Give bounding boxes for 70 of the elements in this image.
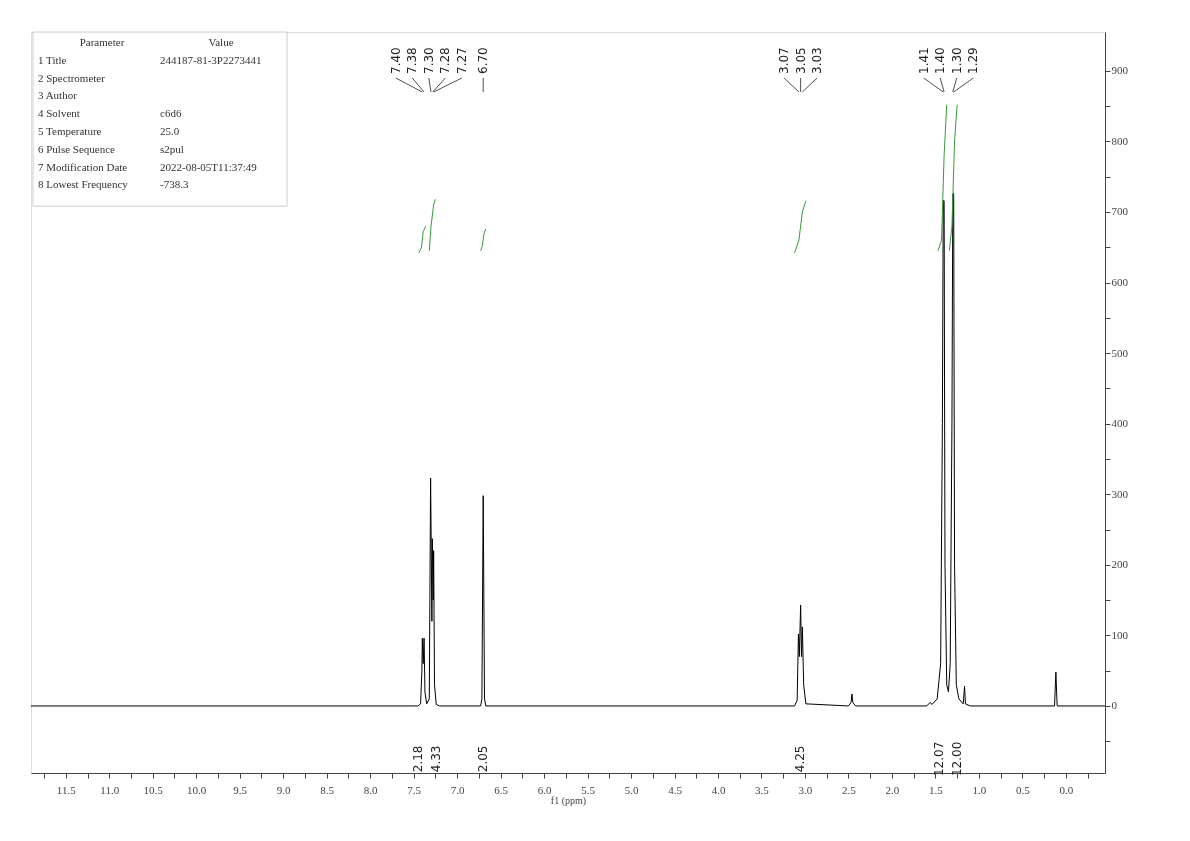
annotation: 7.30 bbox=[421, 47, 436, 74]
x-tick-label: 2.5 bbox=[842, 783, 857, 796]
x-tick-label: 6.0 bbox=[537, 783, 552, 796]
y-tick-label: 100 bbox=[1111, 628, 1129, 641]
y-tick-label: 500 bbox=[1111, 346, 1129, 359]
x-tick-label: 3.5 bbox=[755, 783, 770, 796]
x-tick-label: 6.5 bbox=[494, 783, 509, 796]
line-series bbox=[428, 198, 436, 252]
x-tick-label: 10.5 bbox=[143, 783, 164, 796]
annotation: 3.07 bbox=[777, 47, 792, 74]
y-tick-label: 600 bbox=[1111, 276, 1129, 289]
x-tick-label: 0.5 bbox=[1016, 783, 1031, 796]
y-tick-label: 300 bbox=[1111, 487, 1129, 500]
annotation: 3 Author bbox=[38, 89, 78, 102]
x-tick-label: 4.5 bbox=[668, 783, 683, 796]
annotation: 7.38 bbox=[405, 47, 420, 74]
x-tick-label: 10.0 bbox=[187, 783, 207, 796]
text: 5 Temperature 25.0 bbox=[38, 125, 180, 137]
line-series bbox=[794, 200, 807, 254]
x-tick-label: 11.0 bbox=[100, 783, 120, 796]
y-tick-label: 700 bbox=[1111, 205, 1129, 218]
y-tick-label: 900 bbox=[1111, 64, 1129, 77]
y-tick-label: 0 bbox=[1111, 699, 1118, 712]
y-tick-label: 400 bbox=[1111, 417, 1129, 430]
text: 6 Pulse Sequence s2pul bbox=[38, 142, 184, 155]
x-tick-label: 9.0 bbox=[276, 783, 292, 796]
line-series bbox=[418, 225, 427, 254]
annotation: 2.05 bbox=[476, 745, 491, 773]
line-series bbox=[480, 228, 487, 252]
annotation: 12.00 bbox=[949, 741, 964, 777]
x-tick-label: 11.5 bbox=[56, 783, 77, 796]
x-tick-label: 7.5 bbox=[407, 783, 422, 796]
y-tick-label: 800 bbox=[1111, 134, 1129, 147]
annotation: 2.18 bbox=[411, 745, 426, 773]
annotation: 1.29 bbox=[966, 47, 981, 74]
annotation: 4.33 bbox=[429, 745, 444, 773]
x-tick-label: 4.0 bbox=[711, 783, 726, 796]
x-tick-label: 1.0 bbox=[972, 783, 987, 796]
x-axis-title: f1 (ppm) bbox=[550, 794, 587, 807]
text: Parameter Value bbox=[79, 36, 234, 48]
x-tick-label: 1.5 bbox=[929, 783, 944, 796]
x-tick-label: 8.0 bbox=[363, 783, 379, 796]
text: 1 Title 244187-81-3P2273441 bbox=[38, 53, 262, 66]
annotation: 1.40 bbox=[933, 47, 948, 74]
annotation: 3.03 bbox=[810, 47, 825, 74]
annotation: 4.25 bbox=[793, 745, 808, 773]
x-tick-label: 9.5 bbox=[233, 783, 248, 796]
x-tick-label: 3.0 bbox=[798, 783, 813, 796]
annotation: 2 Spectrometer bbox=[38, 71, 106, 84]
x-tick-label: 7.0 bbox=[450, 783, 465, 796]
annotation: 12.07 bbox=[931, 741, 946, 777]
x-tick-label: 2.0 bbox=[885, 783, 900, 796]
line-series bbox=[31, 193, 1105, 707]
annotation: 7.28 bbox=[438, 47, 453, 74]
annotation: 1.30 bbox=[949, 47, 964, 74]
x-tick-label: 5.0 bbox=[624, 783, 639, 796]
annotation: 1.41 bbox=[916, 47, 931, 74]
line-series bbox=[937, 104, 948, 252]
x-tick-label: 0.0 bbox=[1059, 783, 1074, 796]
y-tick-label: 200 bbox=[1111, 558, 1129, 571]
annotation: 6.70 bbox=[476, 47, 491, 74]
annotation: 7.40 bbox=[388, 47, 403, 74]
text: 7 Modification Date 2022-08-05T11:37:49 bbox=[38, 160, 257, 173]
annotation: 7.27 bbox=[454, 47, 469, 74]
text: 8 Lowest Frequency -738.3 bbox=[38, 178, 189, 191]
line-series bbox=[948, 104, 958, 252]
text: 4 Solvent c6d6 bbox=[38, 107, 182, 120]
x-tick-label: 5.5 bbox=[581, 783, 596, 796]
annotation: 3.05 bbox=[793, 47, 808, 74]
x-tick-label: 8.5 bbox=[320, 783, 335, 796]
